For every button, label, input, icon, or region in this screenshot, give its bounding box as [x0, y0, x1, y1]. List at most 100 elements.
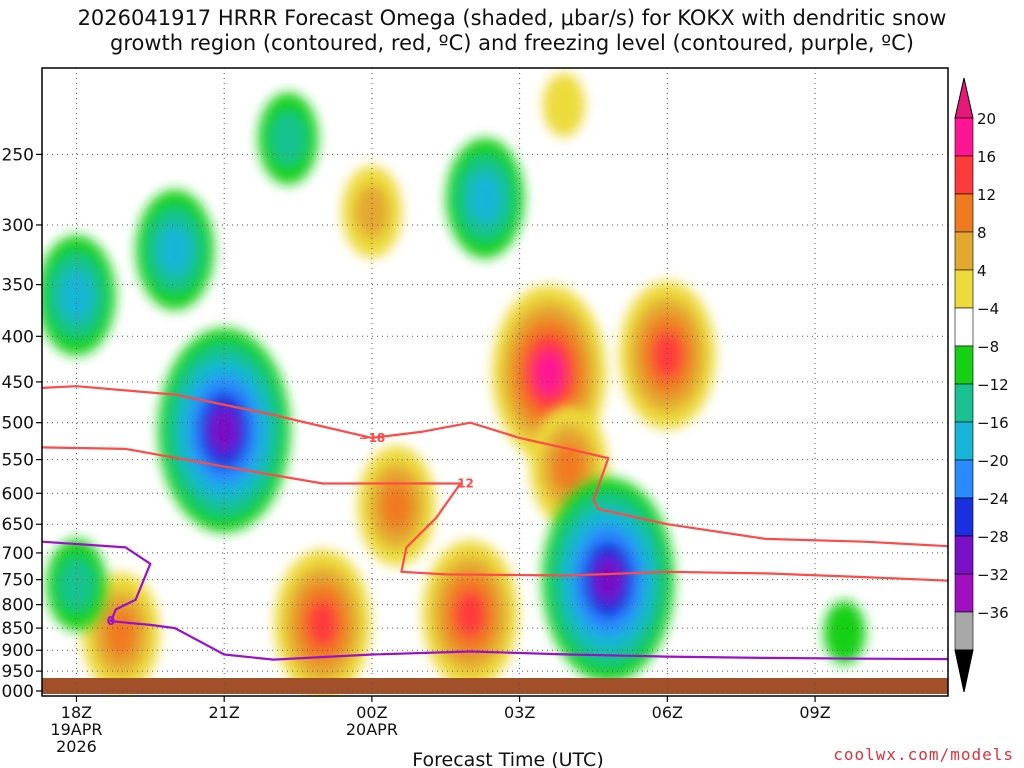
y-tick-label: 700: [2, 544, 34, 564]
omega-region: [135, 189, 214, 310]
omega-contour-fill: [552, 441, 585, 492]
colorbar-label: −12: [977, 376, 1009, 394]
omega-contour-fill: [354, 184, 390, 239]
y-tick-label: 1000: [0, 682, 34, 702]
colorbar-label: −28: [977, 528, 1009, 546]
grid-lines: [42, 68, 948, 696]
colorbar-label: −8: [977, 338, 999, 356]
y-tick-label: 250: [2, 145, 34, 165]
colorbar-label: −32: [977, 566, 1009, 584]
omega-region: [492, 285, 607, 462]
omega-field: [42, 72, 866, 696]
colorbar-segment: [954, 155, 974, 195]
contour-line: [42, 540, 948, 661]
colorbar-label: −4: [977, 300, 999, 318]
colorbar-label: −16: [977, 414, 1009, 432]
contour-label: −18: [359, 431, 386, 445]
colorbar-segment: [954, 383, 974, 423]
omega-region: [823, 600, 866, 665]
x-tick-label: 03Z: [504, 703, 535, 722]
colorbar-segment: [954, 497, 974, 537]
title-line-2: growth region (contoured, red, ºC) and f…: [110, 31, 914, 55]
omega-contour-fill: [158, 225, 192, 275]
omega-contour-fill: [380, 481, 413, 531]
colorbar: 20 16 12 8 4 −4 −8 −12 −16 −20 −24 −28 −32 −36: [954, 77, 1009, 693]
terrain-band: [42, 678, 948, 694]
x-tick-label: 09Z: [799, 703, 830, 722]
colorbar-segment: [954, 193, 974, 233]
y-tick-label: 600: [2, 484, 34, 504]
omega-contour-fill: [469, 173, 502, 223]
omega-region: [542, 477, 675, 682]
contour-line: [42, 385, 948, 548]
x-tick-label: 06Z: [652, 703, 683, 722]
omega-contour-fill: [104, 607, 137, 658]
y-tick-label: 400: [2, 327, 34, 347]
credit-text: coolwx.com/models: [833, 745, 1014, 764]
omega-contour-fill: [542, 72, 585, 137]
colorbar-segment: [954, 231, 974, 271]
chart-title: 2026041917 HRRR Forecast Omega (shaded, …: [0, 6, 1024, 56]
y-tick-label: 950: [2, 662, 34, 682]
x-tick-label: 20APR: [346, 720, 398, 739]
omega-region: [446, 138, 525, 259]
title-line-1: 2026041917 HRRR Forecast Omega (shaded, …: [77, 6, 947, 30]
y-axis: 2503003504004505005506006507007508008509…: [0, 145, 42, 702]
colorbar-segment: [954, 117, 974, 157]
x-tick-label: 21Z: [209, 703, 240, 722]
x-tick-label: 18Z: [61, 703, 92, 722]
omega-contour-fill: [307, 599, 338, 648]
colorbar-segment: [954, 345, 974, 385]
colorbar-segment: [954, 535, 974, 575]
y-tick-label: 750: [2, 571, 34, 591]
colorbar-segment: [954, 421, 974, 461]
colorbar-label: −36: [977, 604, 1009, 622]
contour-label: 0: [107, 614, 115, 628]
y-tick-label: 500: [2, 414, 34, 434]
omega-contour-fill: [593, 557, 623, 602]
omega-contour-fill: [455, 590, 486, 638]
omega-region: [258, 92, 319, 185]
omega-contour-fill: [270, 111, 306, 166]
y-tick-label: 800: [2, 596, 34, 616]
omega-contour-fill: [652, 331, 683, 379]
omega-region: [341, 165, 402, 258]
y-tick-label: 300: [2, 216, 34, 236]
omega-region: [42, 235, 116, 356]
colorbar-bottom-arrow: [954, 649, 974, 693]
colorbar-label: 4: [977, 262, 987, 280]
contour-line: [42, 446, 948, 582]
colorbar-segment: [954, 611, 974, 651]
omega-region: [274, 549, 371, 696]
y-tick-label: 900: [2, 641, 34, 661]
colorbar-label: 16: [977, 148, 996, 166]
x-tick-label: 19APR: [50, 720, 102, 739]
y-tick-label: 350: [2, 276, 34, 296]
y-tick-label: 550: [2, 451, 34, 471]
omega-region: [46, 538, 107, 631]
omega-region: [422, 540, 519, 689]
omega-region: [158, 328, 291, 533]
colorbar-label: 20: [977, 110, 996, 128]
y-tick-label: 450: [2, 373, 34, 393]
colorbar-segment: [954, 459, 974, 499]
colorbar-segment: [954, 307, 974, 347]
omega-contour-fill: [58, 557, 94, 612]
colorbar-top-arrow: [954, 77, 974, 119]
colorbar-segment: [954, 573, 974, 613]
colorbar-segment: [954, 269, 974, 309]
temperature-contours: −12 −18 0: [42, 385, 948, 661]
omega-contour-fill: [534, 350, 564, 397]
omega-region: [619, 281, 716, 430]
omega-region: [357, 445, 436, 566]
omega-contour-fill: [60, 270, 93, 321]
x-axis-title: Forecast Time (UTC): [412, 749, 603, 768]
x-tick-label: 2026: [56, 737, 97, 756]
y-tick-label: 650: [2, 515, 34, 535]
y-tick-label: 850: [2, 619, 34, 639]
omega-contour-fill: [209, 408, 239, 453]
omega-region: [542, 72, 585, 137]
colorbar-label: −20: [977, 452, 1009, 470]
